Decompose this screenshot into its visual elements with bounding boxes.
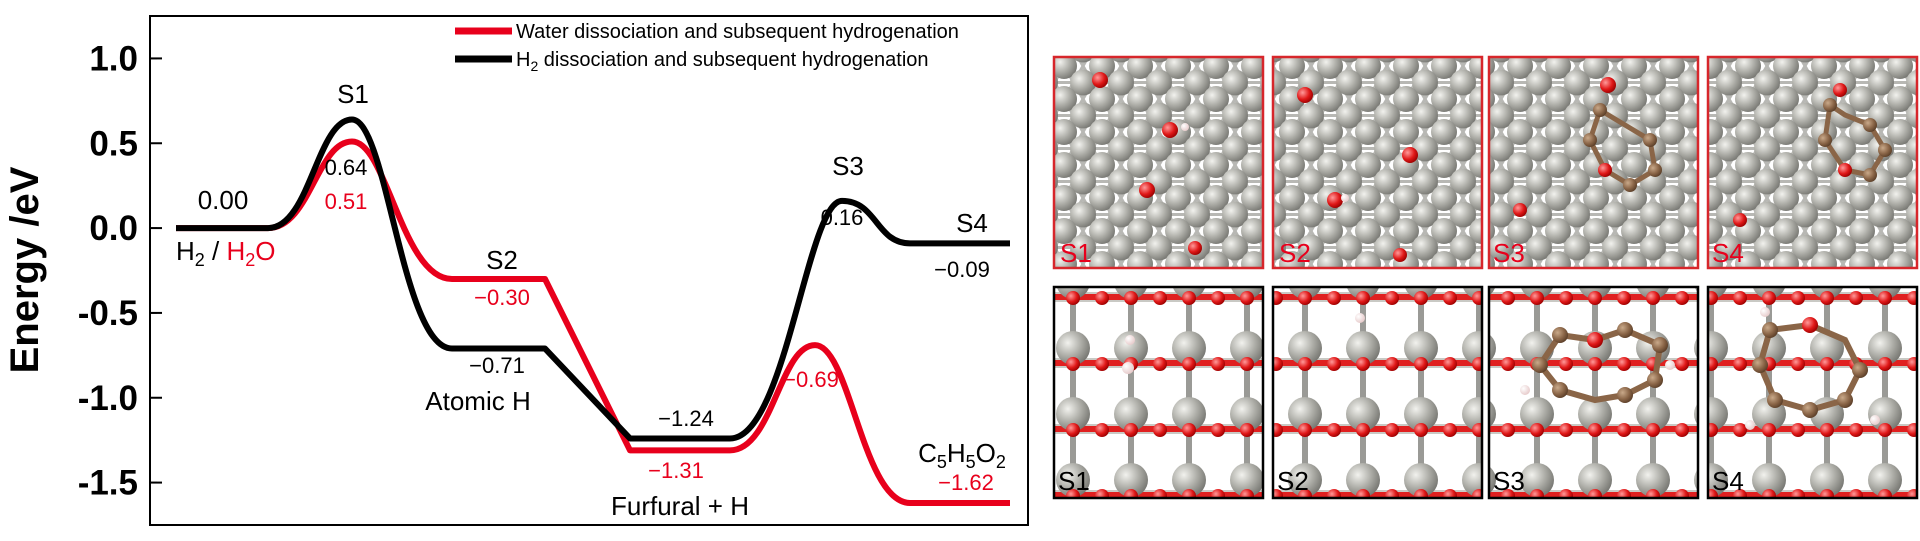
label-s3: S3 (832, 151, 864, 181)
label-s1: S1 (337, 79, 369, 109)
value-s3-red: −0.69 (783, 367, 839, 392)
panel-top-s2: S2 (1271, 55, 1484, 270)
y-tick-label: 1.0 (89, 39, 138, 78)
label-atomic: Atomic H (425, 386, 530, 416)
panel-top-label-s2: S2 (1279, 238, 1311, 268)
panel-bottom-s3: S3 (1487, 285, 1700, 500)
value-start: 0.00 (198, 185, 249, 215)
legend-label-h2: H2 dissociation and subsequent hydrogena… (516, 49, 929, 74)
panel-top-label-s4: S4 (1712, 238, 1744, 268)
y-tick-label: -0.5 (78, 294, 138, 333)
label-furfural: Furfural + H (611, 491, 749, 521)
series-line-h2 (176, 116, 1010, 442)
legend: Water dissociation and subsequent hydrog… (455, 21, 959, 74)
value-s4-black: −0.09 (934, 257, 990, 282)
panel-top-s1: S1 (1052, 55, 1265, 270)
panels-top: S1 S2 S3 S4 (1052, 55, 1919, 270)
panel-bottom-label-s4: S4 (1712, 466, 1744, 496)
panel-top-s3: S3 (1487, 55, 1700, 270)
panels-bottom: S1 S2 S3 S4 (1052, 285, 1919, 500)
plot-area-border (149, 15, 1029, 526)
legend-label-water: Water dissociation and subsequent hydrog… (516, 21, 959, 43)
value-s1-black: 0.64 (325, 155, 368, 180)
value-s1-red: 0.51 (325, 189, 368, 214)
label-product: C5H5O2 (918, 438, 1006, 472)
value-furfural-red: −1.31 (648, 458, 704, 483)
series-line-water (176, 138, 1010, 506)
label-s2: S2 (486, 245, 518, 275)
panel-bottom-s4: S4 (1706, 285, 1919, 500)
plot-frame (149, 15, 1029, 526)
value-s2-red: −0.30 (474, 285, 530, 310)
y-tick-label: 0.0 (89, 209, 138, 248)
panel-bottom-label-s3: S3 (1493, 466, 1525, 496)
panel-top-label-s1: S1 (1060, 238, 1092, 268)
panel-top-s4: S4 (1706, 55, 1919, 270)
y-axis-title: Energy /eV (3, 166, 47, 373)
panel-bottom-label-s1: S1 (1058, 466, 1090, 496)
label-start: H2 / H2O (176, 236, 276, 270)
panel-top-label-s3: S3 (1493, 238, 1525, 268)
y-tick-label: 0.5 (89, 124, 138, 163)
y-axis: 1.0 0.5 0.0 -0.5 -1.0 -1.5 (78, 39, 162, 503)
panel-bottom-s1: S1 (1052, 285, 1265, 500)
annotations: 0.00 H2 / H2O S1 0.64 0.51 S2 −0.30 −0.7… (176, 79, 1006, 521)
value-furfural-black: −1.24 (658, 406, 714, 431)
value-s4-red: −1.62 (938, 470, 994, 495)
panel-bottom-label-s2: S2 (1277, 466, 1309, 496)
y-tick-label: -1.0 (78, 379, 138, 418)
panel-bottom-s2: S2 (1271, 285, 1484, 500)
series-layer (176, 116, 1010, 506)
label-s4: S4 (956, 208, 988, 238)
value-s3-black: 0.16 (821, 205, 864, 230)
value-atomic-black: −0.71 (469, 353, 525, 378)
y-tick-label: -1.5 (78, 464, 138, 503)
